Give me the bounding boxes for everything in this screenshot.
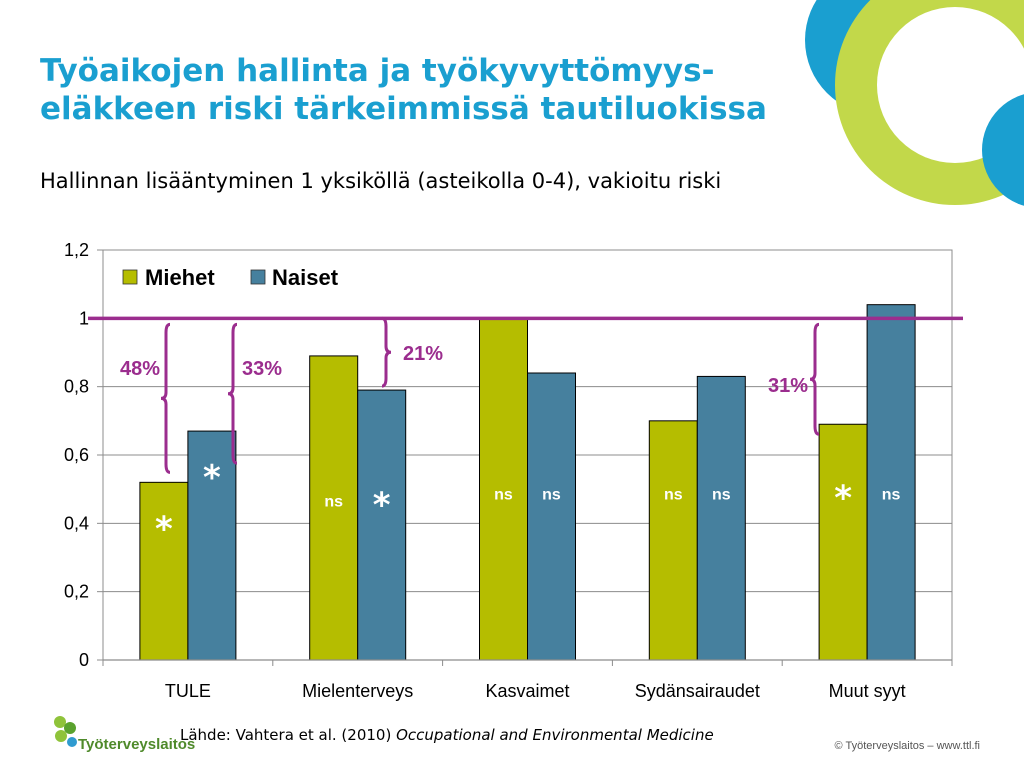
marker-layer: * ns ns ns * * * ns ns ns (155, 458, 901, 549)
annotation-label: 48% (120, 358, 160, 380)
x-tick-label: Kasvaimet (485, 681, 569, 701)
significance-ns: ns (882, 486, 901, 503)
bar-naiset-0 (187, 430, 237, 661)
source-prefix: Lähde: Vahtera et al. (2010) (180, 726, 392, 744)
significance-ns: ns (494, 486, 513, 503)
title-line-1: Työaikojen hallinta ja työkyvyttömyys- (40, 53, 715, 89)
bar-naiset-3 (696, 375, 746, 661)
page-title: Työaikojen hallinta ja työkyvyttömyys- e… (40, 52, 767, 128)
bar-miehet-3 (648, 420, 698, 661)
bar-miehet-4 (818, 423, 868, 661)
significance-ns: ns (712, 486, 731, 503)
bar-naiset-2 (527, 372, 576, 661)
annotation-brace (227, 322, 238, 465)
significance-star: * (834, 479, 852, 519)
significance-star: * (155, 509, 173, 549)
bar-naiset-4 (866, 304, 916, 661)
significance-ns: ns (664, 486, 683, 503)
significance-ns: ns (324, 493, 343, 510)
axis-layer: 0 0,2 0,4 0,6 0,8 1 1,2 TULE Mielenterveys Kasvai… (64, 240, 953, 701)
x-tick-label: Muut syyt (829, 681, 906, 701)
y-tick-label: 0,8 (64, 377, 89, 397)
ttl-logo: Työterveyslaitos (50, 712, 195, 756)
legend: Miehet Naiset (122, 265, 339, 290)
significance-ns: ns (542, 486, 561, 503)
page-subtitle: Hallinnan lisääntyminen 1 yksiköllä (ast… (40, 169, 722, 193)
annotation-brace (160, 322, 171, 474)
bar-miehet-1 (309, 355, 359, 661)
annotation-layer: 48% 33% 21% 31% (88, 316, 963, 474)
annotation-label: 33% (242, 358, 282, 380)
annotation-label: 31% (768, 375, 808, 397)
copyright-text: © Työterveyslaitos – www.ttl.fi (834, 740, 980, 752)
title-line-2: eläkkeen riski tärkeimmissä tautiluokiss… (40, 91, 767, 127)
legend-label-naiset: Naiset (272, 265, 339, 290)
legend-label-miehet: Miehet (145, 265, 215, 290)
y-tick-label: 1 (79, 308, 89, 328)
source-citation: Lähde: Vahtera et al. (2010) Occupationa… (180, 726, 714, 744)
y-tick-label: 1,2 (64, 240, 89, 260)
y-tick-label: 0,4 (64, 513, 89, 533)
significance-star: * (203, 458, 221, 498)
annotation-brace (809, 322, 820, 436)
logo-icon (54, 716, 77, 747)
legend-swatch-naiset (250, 269, 266, 285)
significance-star: * (373, 486, 391, 526)
x-tick-label: Sydänsairaudet (635, 681, 760, 701)
y-tick-label: 0,2 (64, 582, 89, 602)
annotation-label: 21% (403, 343, 443, 365)
x-tick-label: Mielenterveys (302, 681, 413, 701)
deco-blue-circle-right (982, 94, 1024, 206)
x-tick-label: TULE (165, 681, 211, 701)
y-tick-label: 0 (79, 650, 89, 670)
y-tick-label: 0,6 (64, 445, 89, 465)
bar-naiset-1 (357, 389, 407, 661)
logo-text: Työterveyslaitos (78, 736, 196, 753)
legend-swatch-miehet (122, 269, 138, 285)
bars-layer (139, 304, 916, 661)
source-journal: Occupational and Environmental Medicine (396, 726, 714, 744)
bar-miehet-0 (139, 481, 189, 661)
annotation-brace (381, 316, 392, 388)
deco-white-ring (877, 7, 1024, 163)
